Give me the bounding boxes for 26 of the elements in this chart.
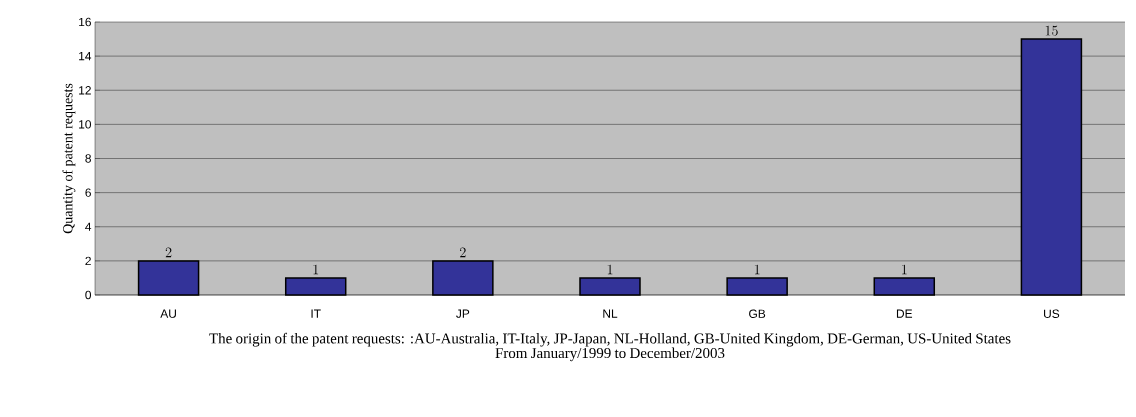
y-tick-label: 12	[79, 86, 91, 95]
data-label: 2	[460, 247, 466, 258]
data-label: 15	[1045, 25, 1058, 36]
x-tick-label: GB	[749, 309, 766, 318]
text: From January/1999 to December/2003	[495, 347, 725, 362]
x-tick-label: AU	[160, 309, 176, 318]
x-axis-title: The origin of the patent requests: :AU-Australia, IT-Italy, JP-Japan, NL-Holland, GB-United Kingdom, DE-German, US-United States	[209, 332, 1011, 347]
y-tick-label: 14	[79, 52, 92, 61]
x-tick-label: JP	[456, 309, 470, 318]
y-tick-label: 10	[79, 120, 92, 129]
data-label: 1	[607, 264, 613, 275]
x-tick-label: IT	[311, 309, 321, 318]
y-tick-label: 16	[79, 17, 91, 27]
y-tick-label: 4	[85, 222, 92, 231]
y-tick-label: 2	[85, 256, 91, 266]
data-label: 2	[165, 247, 172, 258]
data-label: 1	[313, 264, 319, 275]
x-tick-label: US	[1044, 309, 1060, 318]
x-tick-label: DE	[896, 309, 913, 318]
data-label: 1	[902, 264, 907, 275]
y-tick-label: 6	[85, 188, 91, 197]
y-tick-label: 8	[85, 154, 91, 163]
y-tick-label: 0	[85, 290, 92, 300]
data-label: 1	[754, 264, 760, 275]
y-axis-title: Quantity of patent requests	[62, 83, 76, 234]
x-tick-label: NL	[603, 309, 618, 318]
